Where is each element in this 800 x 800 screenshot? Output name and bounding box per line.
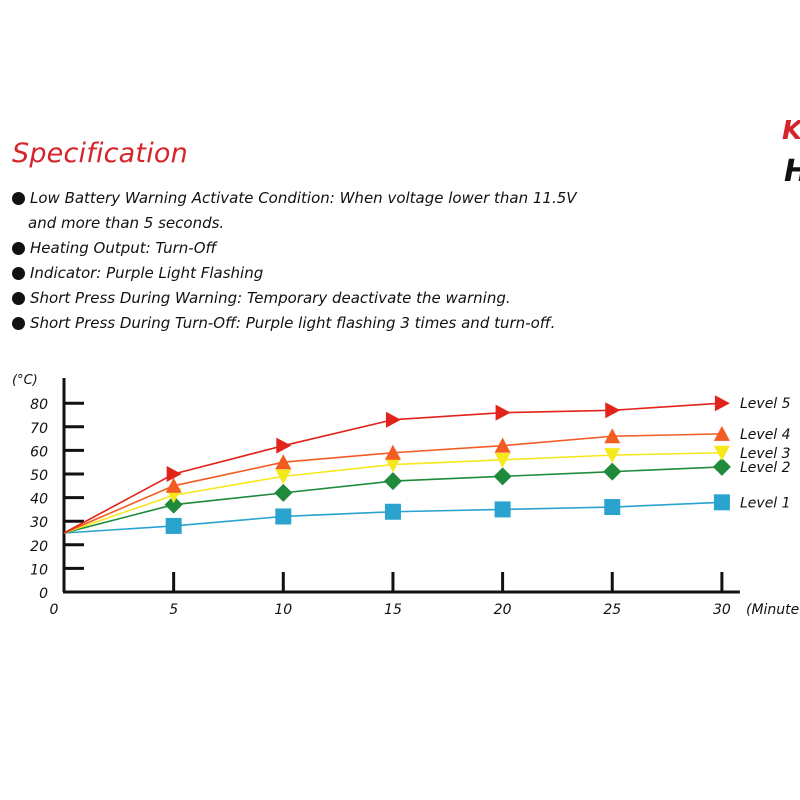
spec-item-short-press-warning: Short Press During Warning: Temporary de… [12,286,577,311]
data-point-triangle [605,402,621,419]
data-point-diamond [383,472,402,491]
spec-text: Short Press During Turn-Off: Purple ligh… [30,314,556,332]
data-point-square [275,508,292,525]
spec-text: Low Battery Warning Activate Condition: … [30,189,577,207]
y-tick-label: 70 [30,421,48,437]
data-point-triangle [604,448,621,464]
data-point-triangle [275,469,292,485]
data-point-triangle [276,437,292,454]
bullet-icon [12,267,25,280]
x-tick-label: 10 [274,602,292,618]
chart-axes [62,378,740,594]
spec-item-short-press-turn-off: Short Press During Turn-Off: Purple ligh… [12,311,577,336]
data-point-triangle [494,452,511,468]
series-level-4 [63,425,730,534]
series-level-1 [63,494,730,534]
y-tick-label: 10 [30,562,48,578]
x-tick-label: 30 [713,602,731,618]
spec-text: Heating Output: Turn-Off [30,239,217,257]
x-axis-label: (Minute [746,602,799,618]
series-level-5 [63,395,730,534]
legend-label: Level 4 [740,427,791,443]
data-point-diamond [274,483,293,502]
data-point-square [713,494,730,511]
bullet-icon [12,192,25,205]
bullet-icon [12,317,25,330]
spec-text: Indicator: Purple Light Flashing [30,264,264,282]
data-point-triangle [495,404,511,421]
data-point-square [604,499,621,516]
series-level-2 [63,457,731,534]
data-point-triangle [604,428,621,444]
y-tick-label: 50 [30,468,48,484]
data-point-triangle [385,411,401,428]
data-point-triangle [713,425,730,441]
y-tick-label: 30 [30,515,48,531]
data-point-diamond [493,467,512,486]
x-tick-label: 5 [169,602,178,618]
y-tick-label: 60 [30,444,48,460]
spec-list: Low Battery Warning Activate Condition: … [12,186,577,336]
series-level-3 [63,445,730,534]
spec-text-continued: and more than 5 seconds. [28,214,225,232]
page-title: Specification [12,138,188,169]
x-tick-label: 25 [603,602,621,618]
spec-item-heating-output: Heating Output: Turn-Off [12,236,577,261]
data-point-square [165,517,182,534]
spec-item-low-battery: Low Battery Warning Activate Condition: … [12,186,577,236]
data-point-triangle [713,445,730,461]
y-tick-label: 80 [30,397,48,413]
spec-item-indicator: Indicator: Purple Light Flashing [12,261,577,286]
y-tick-label: 40 [30,492,48,508]
chart-ticks: 0 10 20 30 40 50 60 70 80 0 5 10 15 20 25 30 [30,397,731,618]
y-tick-label: 20 [30,539,48,555]
y-axis-label: (°C) [12,373,38,388]
data-point-triangle [384,457,401,473]
spec-text: Short Press During Warning: Temporary de… [30,289,511,307]
legend-label: Level 1 [740,495,791,511]
temperature-line-chart: 0 10 20 30 40 50 60 70 80 0 5 10 15 20 25 30 (°C) (Minut… [12,373,799,618]
data-point-square [494,501,511,518]
data-point-square [384,503,401,520]
legend-label: Level 5 [740,396,791,412]
data-point-triangle [714,395,730,412]
data-point-triangle [384,444,401,460]
bullet-icon [12,292,25,305]
data-point-triangle [166,466,182,482]
x-tick-label: 20 [494,602,512,618]
x-tick-label: 0 [50,602,59,618]
data-point-triangle [494,437,511,453]
brand-fragment-top: K [782,118,800,144]
data-point-diamond [712,457,731,476]
data-point-triangle [275,454,292,470]
y-tick-label: 0 [39,586,48,602]
chart-series [63,395,731,534]
data-point-diamond [164,495,183,514]
legend-label: Level 2 [740,460,791,476]
data-point-diamond [603,462,622,481]
bullet-icon [12,242,25,255]
brand-fragment-bottom: H [784,156,800,188]
legend-label: Level 3 [740,446,791,462]
data-point-triangle [165,477,182,493]
x-tick-label: 15 [384,602,402,618]
